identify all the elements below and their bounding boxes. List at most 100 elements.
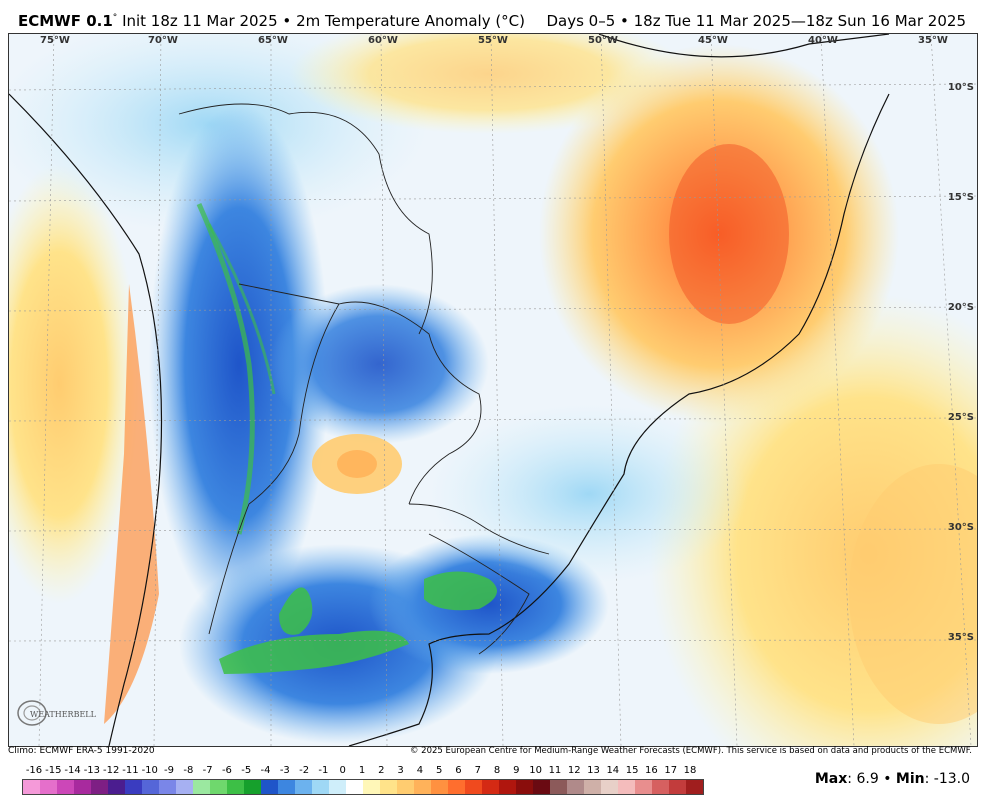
brazil-warm-anomaly (539, 44, 899, 424)
lat-label-30s: 30°S (947, 522, 974, 533)
colorbar-tick-label: 2 (378, 765, 385, 776)
lon-label-75w: 75°W (40, 35, 70, 46)
colorbar-swatch (550, 780, 567, 794)
colorbar-tick-label: 13 (587, 765, 600, 776)
copyright-note: © 2025 European Centre for Medium-Range … (409, 746, 972, 756)
east-coastline (348, 34, 890, 746)
max-label: Max (814, 771, 848, 787)
lat-label-15s: 15°S (947, 192, 974, 203)
colorbar-tick-label: -10 (141, 765, 158, 776)
colorbar-tick-label: 10 (529, 765, 543, 776)
colorbar-swatch (193, 780, 210, 794)
title-bullet: • (282, 12, 292, 30)
colorbar-tick-label: -1 (318, 765, 329, 776)
colorbar-swatch (108, 780, 125, 794)
chile-warm-strip (104, 284, 159, 724)
colorbar-swatch (176, 780, 193, 794)
colorbar-swatch (346, 780, 363, 794)
colorbar-swatch (159, 780, 176, 794)
colorbar-tick-label: 11 (548, 765, 562, 776)
climo-note: Climo: ECMWF ERA-5 1991-2020 (8, 746, 155, 756)
temperature-anomaly-map (8, 33, 978, 747)
colorbar-tick-label: 0 (339, 765, 346, 776)
lon-label-60w: 60°W (368, 35, 398, 46)
graticule (9, 34, 977, 746)
colorbar-tick-label: 9 (513, 765, 520, 776)
colorbar-tick-label: 16 (645, 765, 658, 776)
colorbar-tick-label: -13 (83, 765, 101, 776)
map-canvas (9, 34, 977, 746)
colorbar-tick-label: 7 (474, 765, 481, 776)
colorbar-tick-label: -9 (164, 765, 175, 776)
colorbar-swatch (74, 780, 91, 794)
colorbar-swatch (482, 780, 499, 794)
colorbar-tick-label: -15 (45, 765, 62, 776)
colorbar-swatch (635, 780, 652, 794)
colorbar (22, 779, 704, 795)
colorbar-swatch (499, 780, 516, 794)
weatherbell-logo: WEATHERBELL (14, 698, 104, 728)
min-label: Min (895, 771, 925, 787)
colorbar-swatch (227, 780, 244, 794)
map-title: ECMWF 0.1° Init 18z 11 Mar 2025 • 2m Tem… (18, 12, 525, 30)
logo-text: WEATHERBELL (30, 710, 97, 719)
lon-label-70w: 70°W (148, 35, 178, 46)
colorbar-tick-label: -3 (279, 765, 290, 776)
colorbar-tick-label: -11 (122, 765, 139, 776)
colorbar-swatch (23, 780, 40, 794)
colorbar-tick-label: -6 (221, 765, 232, 776)
lon-label-40w: 40°W (808, 35, 838, 46)
colorbar-ticks: -16 -15 -14 -13 -12 -11 -10 -9 -8 -7 -6 -5 -4 -3 -2 -1 0… (22, 765, 702, 777)
colorbar-tick-label: 14 (606, 765, 620, 776)
colorbar-swatch (278, 780, 295, 794)
pacific-warm-area (9, 164, 139, 604)
model-name: ECMWF 0.1 (18, 12, 113, 30)
colorbar-tick-label: 17 (664, 765, 678, 776)
colorbar-swatch (669, 780, 686, 794)
colorbar-tick-label: 15 (625, 765, 639, 776)
logo-swirl-icon: WEATHERBELL (17, 700, 97, 726)
strong-cold-zone-2 (424, 571, 497, 611)
colorbar-swatch (431, 780, 448, 794)
stats-bullet: • (883, 771, 892, 787)
colorbar-swatch (312, 780, 329, 794)
country-borders (178, 103, 550, 655)
colorbar-swatch (533, 780, 550, 794)
andes-cold-anomaly (149, 104, 329, 624)
colorbar-swatch (516, 780, 533, 794)
lat-label-25s: 25°S (947, 412, 974, 423)
colorbar-swatch (567, 780, 584, 794)
colorbar-swatch (244, 780, 261, 794)
colorbar-swatch (414, 780, 431, 794)
lat-label-35s: 35°S (947, 632, 974, 643)
colorbar-tick-label: 6 (455, 765, 462, 776)
colorbar-tick-label: -14 (64, 765, 81, 776)
colorbar-swatch (686, 780, 703, 794)
colorbar-swatch (329, 780, 346, 794)
colorbar-tick-label: -5 (241, 765, 252, 776)
colorbar-tick-label: 3 (397, 765, 404, 776)
colorbar-swatch (125, 780, 142, 794)
colorbar-tick-label: 1 (358, 765, 366, 776)
lon-label-55w: 55°W (478, 35, 508, 46)
colorbar-swatch (465, 780, 482, 794)
colorbar-swatch (91, 780, 108, 794)
colorbar-tick-label: -7 (202, 765, 213, 776)
strong-cold-zone-1 (219, 630, 409, 674)
lat-label-20s: 20°S (947, 302, 974, 313)
west-coastline (9, 93, 163, 746)
max-min-stats: Max: 6.9 • Min: -13.0 (815, 771, 970, 787)
product-name: 2m Temperature Anomaly (°C) (296, 12, 526, 30)
valid-period: Days 0–5 • 18z Tue 11 Mar 2025—18z Sun 1… (546, 12, 966, 30)
colorbar-swatch (397, 780, 414, 794)
degree-mark: ° (112, 13, 118, 23)
colorbar-tick-label: -2 (299, 765, 310, 776)
colorbar-swatch (261, 780, 278, 794)
lon-label-50w: 50°W (588, 35, 618, 46)
colorbar-tick-label: 4 (416, 765, 424, 776)
colorbar-tick-label: -8 (183, 765, 194, 776)
colorbar-swatch (380, 780, 397, 794)
lat-label-10s: 10°S (947, 82, 974, 93)
colorbar-swatch (618, 780, 635, 794)
colorbar-swatch (448, 780, 465, 794)
